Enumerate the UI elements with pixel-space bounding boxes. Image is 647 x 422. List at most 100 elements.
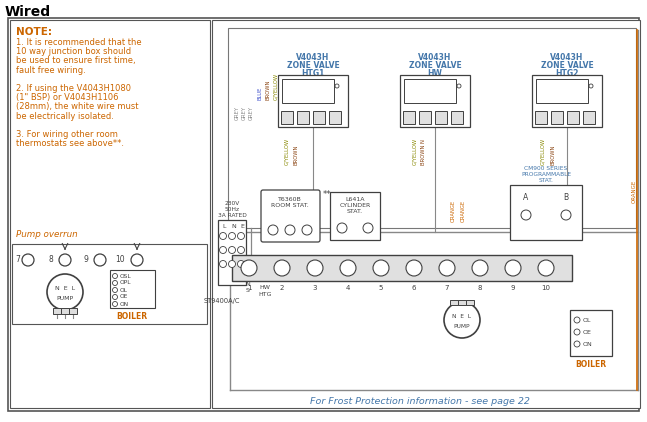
Text: BOILER: BOILER: [575, 360, 606, 369]
Circle shape: [302, 225, 312, 235]
Bar: [466, 300, 474, 305]
Circle shape: [47, 274, 83, 310]
Text: Wired: Wired: [5, 5, 51, 19]
Bar: [228, 28, 636, 228]
Bar: [451, 111, 463, 124]
Circle shape: [472, 260, 488, 276]
Text: ZONE VALVE: ZONE VALVE: [409, 61, 461, 70]
Circle shape: [307, 260, 323, 276]
Text: 7: 7: [444, 285, 449, 291]
Text: OSL: OSL: [120, 273, 131, 279]
Text: E: E: [240, 224, 244, 229]
Text: 1. It is recommended that the: 1. It is recommended that the: [16, 38, 142, 47]
Text: OL: OL: [583, 317, 591, 322]
Text: C: C: [366, 225, 370, 230]
Text: 3. For wiring other room: 3. For wiring other room: [16, 130, 118, 139]
Text: GREY: GREY: [241, 106, 247, 120]
Bar: [400, 75, 470, 127]
Circle shape: [505, 260, 521, 276]
Text: N  E  L: N E L: [55, 287, 75, 292]
Circle shape: [335, 84, 339, 88]
Text: BLUE: BLUE: [532, 79, 548, 84]
FancyBboxPatch shape: [261, 190, 320, 242]
Text: 2: 2: [280, 285, 284, 291]
Text: N: N: [231, 224, 236, 229]
Circle shape: [574, 329, 580, 335]
Bar: [404, 79, 456, 103]
Text: OL: OL: [120, 287, 128, 292]
Circle shape: [237, 260, 245, 268]
Circle shape: [457, 84, 461, 88]
Circle shape: [113, 281, 118, 286]
Bar: [61, 308, 69, 314]
Circle shape: [113, 295, 118, 300]
Bar: [536, 79, 588, 103]
Text: L641A
CYLINDER
STAT.: L641A CYLINDER STAT.: [340, 197, 371, 214]
Text: V4043H: V4043H: [296, 53, 330, 62]
Text: be electrically isolated.: be electrically isolated.: [16, 111, 114, 121]
Text: MOTOR: MOTOR: [552, 89, 572, 94]
Bar: [435, 111, 447, 124]
Bar: [330, 192, 380, 240]
Bar: [212, 20, 640, 408]
Bar: [567, 111, 579, 124]
Bar: [532, 75, 602, 127]
Text: GREY: GREY: [248, 106, 254, 120]
Circle shape: [521, 210, 531, 220]
Text: 3: 3: [313, 285, 317, 291]
Text: 8: 8: [477, 285, 482, 291]
Text: 3: 3: [305, 227, 309, 233]
Text: (1" BSP) or V4043H1106: (1" BSP) or V4043H1106: [16, 93, 118, 102]
Circle shape: [237, 233, 245, 240]
Text: OE: OE: [120, 295, 128, 300]
Text: thermostats see above**.: thermostats see above**.: [16, 139, 124, 148]
Text: HTG2: HTG2: [555, 69, 578, 78]
Circle shape: [219, 233, 226, 240]
Bar: [278, 75, 348, 127]
Text: 9: 9: [510, 285, 515, 291]
Circle shape: [363, 223, 373, 233]
Text: be used to ensure first time,: be used to ensure first time,: [16, 57, 136, 65]
Text: ST9400A/C: ST9400A/C: [204, 298, 240, 304]
Circle shape: [561, 210, 571, 220]
Text: PUMP: PUMP: [56, 295, 74, 300]
Text: S: S: [246, 288, 250, 293]
Bar: [218, 220, 246, 285]
Bar: [403, 111, 415, 124]
Circle shape: [228, 246, 236, 254]
Text: V4043H: V4043H: [551, 53, 584, 62]
Circle shape: [444, 302, 480, 338]
Bar: [53, 308, 61, 314]
Bar: [69, 308, 77, 314]
Bar: [329, 111, 341, 124]
Text: (28mm), the white wire must: (28mm), the white wire must: [16, 103, 138, 111]
Text: N: N: [246, 282, 250, 287]
Text: 1: 1: [288, 227, 292, 233]
Text: 4: 4: [345, 285, 350, 291]
Text: PUMP: PUMP: [454, 325, 470, 330]
Circle shape: [59, 254, 71, 266]
Text: CM900 SERIES
PROGRAMMABLE
STAT.: CM900 SERIES PROGRAMMABLE STAT.: [521, 166, 571, 183]
Text: BROWN: BROWN: [294, 145, 298, 165]
Text: HTG: HTG: [258, 292, 272, 297]
Text: A: A: [523, 193, 529, 202]
Text: 1: 1: [247, 285, 251, 291]
Text: ORANGE: ORANGE: [461, 200, 465, 222]
Bar: [110, 270, 155, 308]
Text: HW: HW: [259, 285, 270, 290]
Text: ORANGE: ORANGE: [450, 200, 455, 222]
Text: G/YELLOW: G/YELLOW: [540, 138, 545, 165]
Bar: [282, 79, 334, 103]
Text: OPL: OPL: [120, 281, 131, 286]
Bar: [551, 111, 563, 124]
Bar: [12, 244, 207, 324]
Text: ON: ON: [583, 341, 593, 346]
Circle shape: [241, 260, 257, 276]
Circle shape: [113, 301, 118, 306]
Text: BLUE: BLUE: [405, 79, 421, 84]
Text: BLUE: BLUE: [258, 87, 263, 100]
Text: G/YELLOW: G/YELLOW: [285, 138, 289, 165]
Text: BOILER: BOILER: [116, 312, 148, 321]
Text: 6: 6: [411, 285, 416, 291]
Bar: [450, 300, 458, 305]
